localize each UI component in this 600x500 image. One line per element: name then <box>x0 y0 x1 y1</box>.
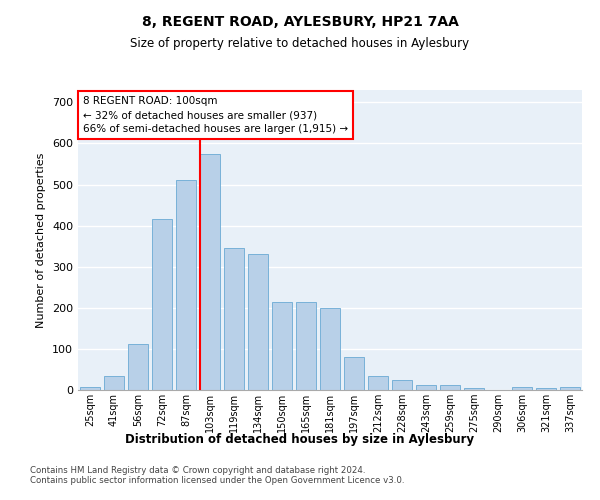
Bar <box>200 154 220 390</box>
Bar <box>512 386 532 390</box>
Bar <box>464 388 484 390</box>
Bar <box>152 220 172 390</box>
Bar <box>224 248 244 390</box>
Bar <box>128 344 148 390</box>
Bar <box>296 302 316 390</box>
Bar <box>440 385 460 390</box>
Text: Contains HM Land Registry data © Crown copyright and database right 2024.: Contains HM Land Registry data © Crown c… <box>30 466 365 475</box>
Text: Contains public sector information licensed under the Open Government Licence v3: Contains public sector information licen… <box>30 476 404 485</box>
Bar <box>392 380 412 390</box>
Bar <box>248 254 268 390</box>
Bar <box>320 308 340 390</box>
Text: 8, REGENT ROAD, AYLESBURY, HP21 7AA: 8, REGENT ROAD, AYLESBURY, HP21 7AA <box>142 15 458 29</box>
Bar <box>272 302 292 390</box>
Bar <box>344 357 364 390</box>
Text: 8 REGENT ROAD: 100sqm
← 32% of detached houses are smaller (937)
66% of semi-det: 8 REGENT ROAD: 100sqm ← 32% of detached … <box>83 96 348 134</box>
Bar <box>368 376 388 390</box>
Y-axis label: Number of detached properties: Number of detached properties <box>37 152 46 328</box>
Bar <box>560 386 580 390</box>
Text: Distribution of detached houses by size in Aylesbury: Distribution of detached houses by size … <box>125 432 475 446</box>
Text: Size of property relative to detached houses in Aylesbury: Size of property relative to detached ho… <box>130 38 470 51</box>
Bar <box>416 384 436 390</box>
Bar <box>104 376 124 390</box>
Bar <box>536 388 556 390</box>
Bar <box>80 386 100 390</box>
Bar <box>176 180 196 390</box>
